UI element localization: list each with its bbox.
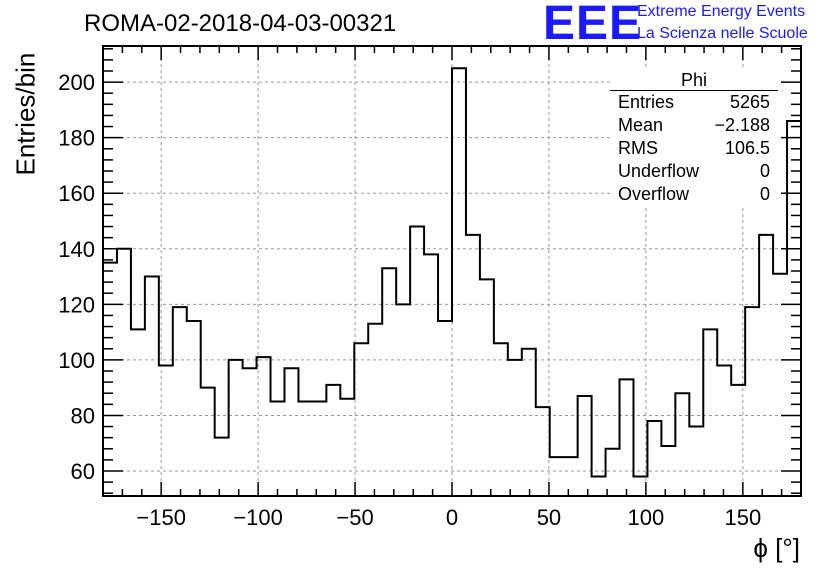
- stats-row-underflow: Underflow 0: [610, 160, 778, 183]
- stats-value: 0: [759, 184, 770, 204]
- stats-label: Entries: [618, 92, 675, 112]
- x-tick-label: 150: [724, 505, 761, 530]
- x-tick-label: 0: [446, 505, 458, 530]
- histogram-line: [103, 67, 801, 478]
- stats-title: Phi: [610, 70, 778, 91]
- x-tick-label: −100: [233, 505, 283, 530]
- stats-label: Mean: [618, 115, 664, 135]
- y-tick-label: 60: [71, 459, 95, 484]
- stats-label: Overflow: [618, 184, 690, 204]
- x-tick-label: 100: [628, 505, 665, 530]
- stats-value: −2.188: [714, 115, 770, 135]
- stats-row-mean: Mean −2.188: [610, 114, 778, 137]
- y-tick-label: 160: [58, 181, 95, 206]
- stats-row-entries: Entries 5265: [610, 91, 778, 114]
- x-tick-label: 50: [537, 505, 561, 530]
- stats-label: RMS: [618, 138, 658, 158]
- stats-row-overflow: Overflow 0: [610, 183, 778, 206]
- eee-logo: EEE: [543, 0, 643, 50]
- y-tick-label: 120: [58, 292, 95, 317]
- x-tick-label: −50: [336, 505, 373, 530]
- stats-value: 5265: [729, 92, 770, 112]
- y-tick-label: 180: [58, 126, 95, 151]
- chart-title: ROMA-02-2018-04-03-00321: [84, 10, 397, 37]
- stats-box: Phi Entries 5265 Mean −2.188 RMS 106.5 U…: [610, 70, 778, 206]
- stats-row-rms: RMS 106.5: [610, 137, 778, 160]
- tick-labels: −150 −100 −50 0 50 100 150 60 80 100 120 140 160 180 2…: [58, 70, 761, 530]
- axis-ticks: [103, 46, 801, 496]
- y-tick-label: 80: [71, 403, 95, 428]
- y-tick-label: 200: [58, 70, 95, 95]
- x-axis-label: ϕ [°]: [753, 533, 800, 563]
- stats-label: Underflow: [618, 161, 700, 181]
- y-tick-label: 100: [58, 348, 95, 373]
- logo-line-1: Extreme Energy Events: [637, 3, 806, 20]
- y-axis-label: Entries/bin: [10, 52, 41, 176]
- stats-value: 106.5: [724, 138, 770, 158]
- stats-value: 0: [759, 161, 770, 181]
- plot-frame: [102, 45, 802, 497]
- x-tick-label: −150: [136, 505, 186, 530]
- y-tick-label: 140: [58, 237, 95, 262]
- logo-line-2: La Scienza nelle Scuole: [637, 25, 808, 42]
